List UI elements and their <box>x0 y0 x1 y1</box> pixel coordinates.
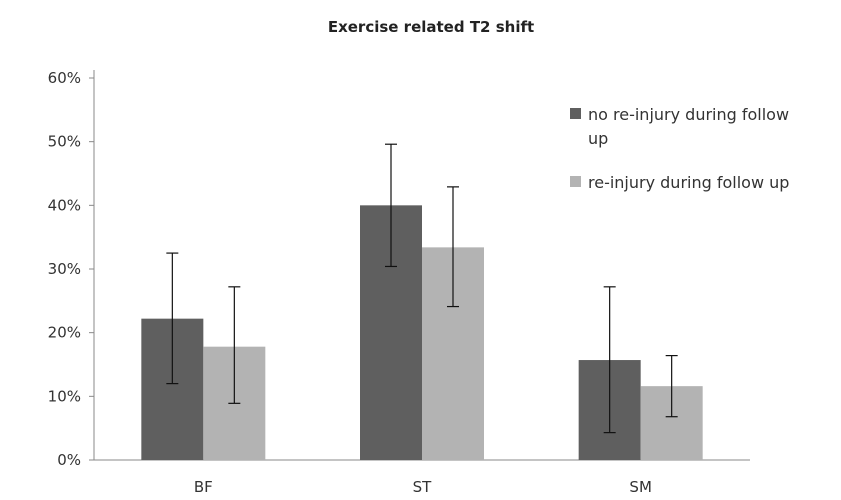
y-tick-label: 10% <box>48 387 81 405</box>
legend-swatch <box>570 108 581 119</box>
x-tick-label: SM <box>629 478 651 496</box>
y-tick-label: 20% <box>48 324 81 342</box>
legend-label: up <box>588 129 608 148</box>
error-bars <box>166 143 678 434</box>
bars <box>141 205 703 460</box>
y-tick-label: 50% <box>48 133 81 151</box>
y-tick-label: 0% <box>57 451 81 469</box>
y-tick-label: 40% <box>48 196 81 214</box>
y-tick-label: 60% <box>48 69 81 87</box>
legend-label: re-injury during follow up <box>588 173 789 192</box>
chart-title: Exercise related T2 shift <box>328 18 534 36</box>
x-tick-label: ST <box>413 478 433 496</box>
legend: no re-injury during follow up re-injury du… <box>570 105 789 192</box>
x-tick-label: BF <box>194 478 213 496</box>
legend-label: no re-injury during follow <box>588 105 789 124</box>
legend-swatch <box>570 176 581 187</box>
y-tick-label: 30% <box>48 260 81 278</box>
